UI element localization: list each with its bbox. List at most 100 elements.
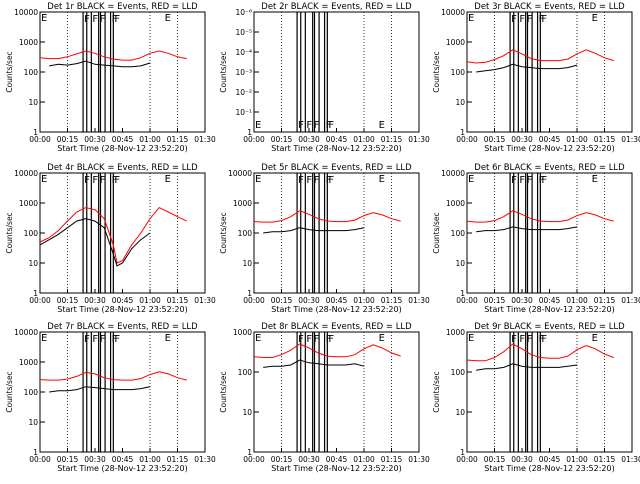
flag-label: F	[100, 14, 106, 25]
x-tick-label: 00:45	[539, 455, 561, 464]
y-tick-label: 100	[24, 68, 39, 77]
y-tick-label: 10	[455, 98, 465, 107]
y-tick-label: 10⁻²	[235, 88, 252, 97]
y-tick-label: 1000	[233, 199, 252, 208]
flag-label: F	[100, 175, 106, 186]
flag-label: F	[539, 14, 545, 25]
flag-label: F	[306, 334, 312, 345]
x-tick-label: 00:15	[57, 296, 79, 305]
y-axis-label: Counts/sec	[219, 212, 228, 253]
flag-label: F	[100, 334, 106, 345]
x-tick-label: 01:15	[381, 135, 403, 144]
panel-title: Det 5r BLACK = Events, RED = LLD	[261, 163, 412, 173]
x-tick-label: 01:30	[621, 455, 640, 464]
x-tick-label: 01:30	[194, 296, 216, 305]
x-tick-label: 00:15	[57, 135, 79, 144]
flag-label: F	[314, 175, 320, 186]
x-tick-label: 00:30	[84, 135, 106, 144]
x-tick-label: 01:00	[139, 135, 161, 144]
y-tick-label: 10000	[441, 169, 465, 178]
x-axis-label: Start Time (28-Nov-12 23:52:20)	[57, 305, 187, 314]
edge-label: E	[41, 174, 47, 185]
flag-label: F	[539, 175, 545, 186]
edge-label: E	[255, 120, 261, 131]
x-tick-label: 00:15	[57, 455, 79, 464]
y-tick-label: 10⁻³	[235, 68, 252, 77]
series-line-lld	[253, 343, 401, 358]
plot-frame	[253, 172, 420, 294]
y-axis-label: Counts/sec	[219, 51, 228, 92]
x-tick-label: 01:00	[139, 455, 161, 464]
edge-label: E	[379, 174, 385, 185]
x-tick-label: 00:15	[271, 135, 293, 144]
y-tick-label: 1	[247, 448, 252, 457]
x-tick-label: 00:45	[539, 135, 561, 144]
plot-frame	[39, 11, 206, 133]
flag-label: F	[298, 175, 304, 186]
flag-label: F	[114, 14, 120, 25]
y-tick-label: 10000	[441, 8, 465, 17]
plot-frame	[466, 172, 633, 294]
y-tick-label: 1	[247, 289, 252, 298]
series-line-events	[263, 359, 365, 368]
edge-label: E	[379, 333, 385, 344]
y-tick-label: 1	[247, 128, 252, 137]
panel-title: Det 3r BLACK = Events, RED = LLD	[474, 2, 625, 12]
x-tick-label: 01:00	[353, 455, 375, 464]
panel-title: Det 8r BLACK = Events, RED = LLD	[261, 322, 412, 332]
y-tick-label: 10000	[228, 169, 252, 178]
x-axis-label: Start Time (28-Nov-12 23:52:20)	[484, 464, 614, 473]
y-tick-label: 1000	[233, 328, 252, 337]
edge-label: E	[255, 333, 261, 344]
x-tick-label: 01:15	[381, 296, 403, 305]
y-axis-label: Counts/sec	[5, 371, 14, 412]
y-axis-label: Counts/sec	[432, 51, 441, 92]
x-tick-label: 01:15	[594, 135, 616, 144]
flag-label: F	[519, 175, 525, 186]
flag-label: F	[314, 120, 320, 131]
panel-title: Det 2r BLACK = Events, RED = LLD	[261, 2, 412, 12]
x-axis-label: Start Time (28-Nov-12 23:52:20)	[484, 305, 614, 314]
series-line-events	[49, 386, 151, 393]
flag-label: F	[328, 120, 334, 131]
series-line-events	[476, 226, 578, 233]
panel-title: Det 4r BLACK = Events, RED = LLD	[47, 163, 198, 173]
y-tick-label: 1000	[19, 358, 38, 367]
y-tick-label: 10000	[14, 328, 38, 337]
y-tick-label: 10000	[14, 169, 38, 178]
flag-label: F	[92, 175, 98, 186]
flag-label: F	[539, 334, 545, 345]
plot-frame	[466, 331, 633, 453]
x-tick-label: 00:45	[326, 455, 348, 464]
x-tick-label: 01:30	[408, 455, 430, 464]
x-tick-label: 00:00	[29, 455, 51, 464]
x-tick-label: 00:00	[456, 135, 478, 144]
edge-label: E	[41, 333, 47, 344]
x-tick-label: 01:30	[621, 296, 640, 305]
y-tick-label: 1000	[446, 328, 465, 337]
x-tick-label: 01:00	[139, 296, 161, 305]
x-tick-label: 01:15	[167, 455, 189, 464]
edge-label: E	[592, 174, 598, 185]
edge-label: E	[468, 174, 474, 185]
x-tick-label: 00:00	[243, 135, 265, 144]
x-tick-label: 00:30	[84, 296, 106, 305]
x-tick-label: 00:00	[243, 455, 265, 464]
x-tick-label: 00:15	[484, 296, 506, 305]
x-axis-label: Start Time (28-Nov-12 23:52:20)	[271, 144, 401, 153]
flag-label: F	[306, 120, 312, 131]
series-line-lld	[466, 343, 614, 362]
flag-label: F	[326, 175, 332, 186]
edge-label: E	[165, 13, 171, 24]
flag-label: F	[92, 334, 98, 345]
y-tick-label: 1000	[19, 38, 38, 47]
y-axis-label: Counts/sec	[432, 371, 441, 412]
flag-label: F	[541, 175, 547, 186]
y-tick-label: 1	[33, 128, 38, 137]
